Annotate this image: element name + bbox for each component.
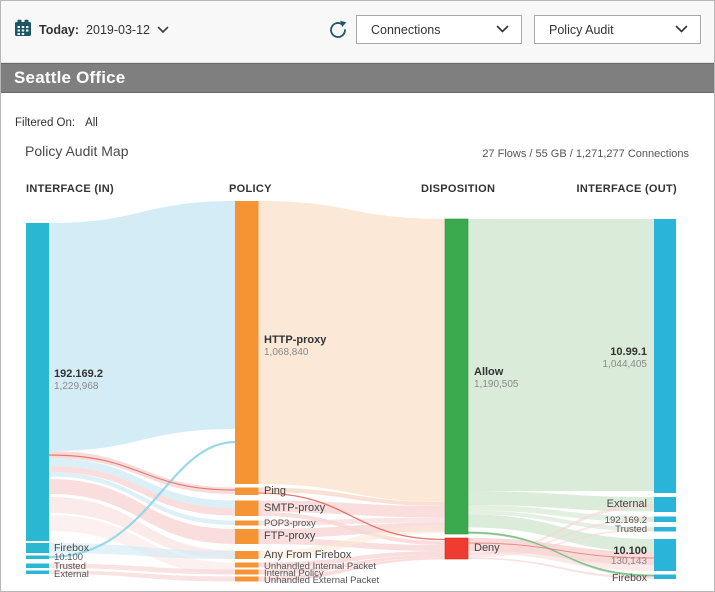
device-header: Seattle Office (1, 63, 714, 93)
report-dropdown[interactable]: Policy Audit (534, 15, 701, 44)
node-value: 1,190,505 (474, 379, 519, 390)
date-label: Today: (39, 23, 80, 37)
page-title: Policy Audit Map (25, 143, 129, 159)
node-out-10-100[interactable] (654, 539, 676, 571)
date-picker[interactable]: Today: 2019-03-12 (14, 16, 169, 44)
filter-value: All (85, 117, 98, 129)
ribbons-policy-to-disposition (258, 201, 446, 582)
node-label: 10.100 (54, 552, 84, 563)
node-label: External (606, 498, 647, 510)
node-out-external[interactable] (654, 497, 676, 512)
node-label: External (54, 568, 89, 580)
device-name: Seattle Office (14, 68, 126, 87)
node-label: Unhandled Internal Packet (264, 560, 376, 572)
node-label: Unhandled External Packet (264, 574, 380, 586)
node-label: SMTP-proxy (264, 502, 326, 514)
node-value: 130,143 (610, 556, 647, 567)
toolbar: Today: 2019-03-12 Connections Policy Aud… (1, 1, 714, 63)
node-in-trusted[interactable] (26, 563, 49, 569)
node-policy-any-from-firebox[interactable] (235, 551, 259, 559)
node-label: 192.169.2 (54, 368, 103, 380)
column-header-policy: POLICY (229, 183, 272, 195)
column-header-interface-out: INTERFACE (OUT) (576, 183, 677, 195)
node-disposition-allow[interactable] (444, 218, 469, 535)
node-value: 1,044,405 (602, 359, 648, 370)
report-type-dropdown[interactable]: Connections (356, 15, 522, 44)
date-value: 2019-03-12 (86, 23, 150, 37)
node-label: 192.169.2 (604, 514, 647, 526)
filter-label: Filtered On: (15, 117, 76, 129)
chevron-down-icon (157, 21, 169, 39)
node-label: Any From Firebox (264, 549, 352, 561)
calendar-icon (14, 19, 32, 42)
report-dropdown-value: Policy Audit (549, 22, 614, 37)
node-in-10-100[interactable] (26, 555, 49, 560)
node-label: 10.99.1 (610, 346, 647, 358)
node-in-192-169-2[interactable] (26, 223, 49, 541)
node-label: FTP-proxy (264, 530, 316, 542)
node-value: 1,229,968 (54, 381, 99, 392)
column-header-disposition: DISPOSITION (421, 183, 496, 195)
ribbons-in-to-policy (48, 201, 236, 582)
node-label: 10.100 (613, 545, 647, 557)
ribbons-disposition-to-out (467, 219, 655, 579)
filter-line: Filtered On: All (15, 117, 98, 129)
node-policy-http-proxy[interactable] (235, 201, 259, 484)
node-label: Deny (474, 542, 500, 554)
node-policy-internal-policy[interactable] (235, 569, 259, 575)
node-label: Ping (264, 485, 287, 497)
node-value: 1,068,840 (264, 347, 309, 358)
node-label: Internal Policy (264, 567, 324, 579)
node-policy-ping[interactable] (235, 487, 259, 496)
column-header-interface-in: INTERFACE (IN) (26, 183, 114, 195)
chevron-down-icon (675, 23, 688, 37)
node-in-external[interactable] (26, 570, 49, 575)
node-label: Trusted (54, 560, 86, 572)
node-out-trusted[interactable] (654, 527, 676, 532)
node-in-firebox[interactable] (26, 543, 49, 553)
node-label: Firebox (54, 542, 90, 554)
node-label: Firebox (611, 572, 647, 584)
node-out-192-169-2[interactable] (654, 516, 676, 523)
node-policy-unhandled-internal-packet[interactable] (235, 562, 259, 568)
node-policy-unhandled-external-packet[interactable] (235, 576, 259, 582)
refresh-icon[interactable] (327, 19, 349, 41)
node-label: HTTP-proxy (264, 334, 327, 346)
node-policy-smtp-proxy[interactable] (235, 500, 259, 517)
node-label: POP3-proxy (264, 518, 316, 529)
report-type-dropdown-value: Connections (371, 22, 441, 37)
chevron-down-icon (496, 23, 509, 37)
node-policy-ftp-proxy[interactable] (235, 529, 259, 544)
node-label: Allow (474, 366, 504, 378)
node-label: Trusted (615, 524, 647, 535)
totals-summary: 27 Flows / 55 GB / 1,271,277 Connections (482, 148, 689, 160)
node-out-firebox[interactable] (654, 574, 676, 580)
node-policy-pop3-proxy[interactable] (235, 520, 259, 526)
node-disposition-deny[interactable] (444, 537, 469, 560)
sankey-nodes (26, 201, 676, 582)
node-out-10-99-1[interactable] (654, 219, 676, 493)
